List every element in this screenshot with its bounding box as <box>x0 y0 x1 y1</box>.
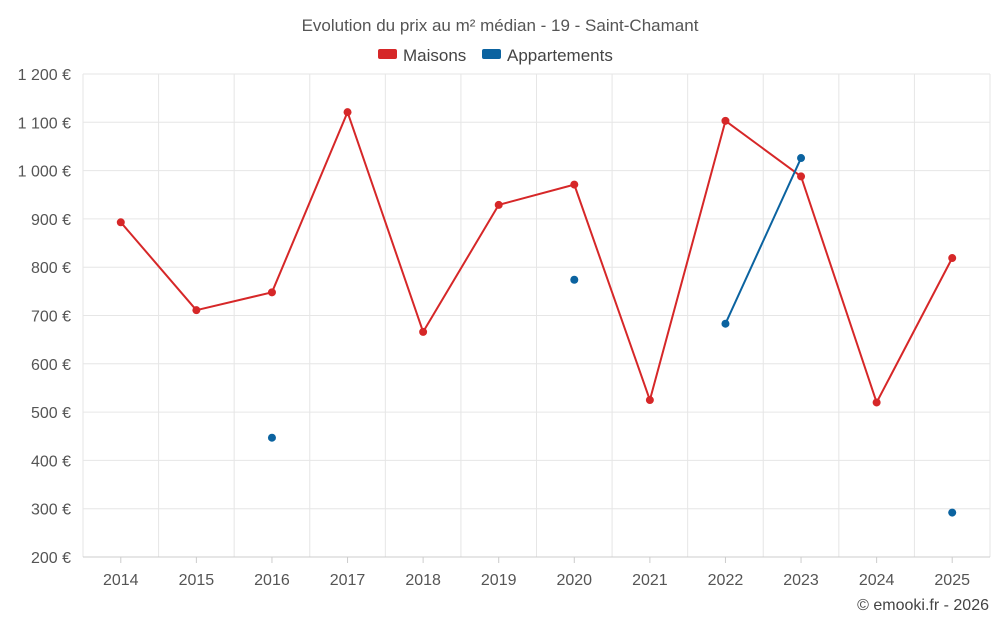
data-point-appartements-2022[interactable] <box>721 319 730 328</box>
data-point-maisons-2017[interactable] <box>343 108 352 117</box>
data-point-appartements-2023[interactable] <box>797 154 806 163</box>
data-point-maisons-2019[interactable] <box>494 200 503 209</box>
legend-swatch-maisons <box>378 49 397 59</box>
grid <box>82 73 991 558</box>
series-line-segment <box>800 175 878 404</box>
series-line-segment <box>270 111 349 294</box>
x-tick-label: 2023 <box>783 572 819 589</box>
axes: 200 € 300 € 400 € 500 € 600 € 700 € 800 € 900 €… <box>18 67 990 589</box>
chart-title: Evolution du prix au m² médian - 19 - Sa… <box>302 16 699 35</box>
legend-swatch-appartements <box>482 49 501 59</box>
data-point-maisons-2024[interactable] <box>872 398 881 407</box>
credit-text: © emooki.fr - 2026 <box>857 597 989 614</box>
legend-label-appartements: Appartements <box>507 46 613 65</box>
y-tick-label: 400 € <box>31 453 71 470</box>
data-point-maisons-2018[interactable] <box>419 327 428 336</box>
y-tick-label: 300 € <box>31 502 71 519</box>
data-point-maisons-2016[interactable] <box>267 288 276 297</box>
series-line-segment <box>422 203 500 333</box>
data-point-appartements-2020[interactable] <box>570 275 579 284</box>
data-point-maisons-2020[interactable] <box>570 180 579 189</box>
x-tick-label: 2025 <box>934 572 970 589</box>
series-line-segment <box>875 257 954 404</box>
x-tick-label: 2016 <box>254 572 290 589</box>
series-maisons <box>116 108 957 407</box>
series-line-segment <box>573 183 651 402</box>
x-tick-label: 2018 <box>405 572 441 589</box>
y-tick-label: 600 € <box>31 357 71 374</box>
series-line-segment <box>724 157 803 325</box>
data-point-maisons-2025[interactable] <box>948 254 957 263</box>
y-tick-label: 1 100 € <box>18 115 71 132</box>
y-tick-label: 200 € <box>31 550 71 567</box>
data-point-appartements-2025[interactable] <box>948 508 957 517</box>
x-tick-label: 2015 <box>179 572 215 589</box>
series-line-segment <box>648 119 727 402</box>
y-tick-label: 700 € <box>31 309 71 326</box>
series-line-segment <box>195 291 273 312</box>
x-tick-label: 2022 <box>708 572 744 589</box>
data-point-maisons-2014[interactable] <box>116 218 125 227</box>
x-tick-label: 2014 <box>103 572 139 589</box>
legend-item-maisons[interactable]: Maisons <box>378 46 466 65</box>
data-point-maisons-2015[interactable] <box>192 306 201 315</box>
legend: Maisons Appartements <box>378 46 613 65</box>
data-point-maisons-2023[interactable] <box>797 172 806 181</box>
series-line-segment <box>497 183 576 206</box>
y-tick-label: 800 € <box>31 260 71 277</box>
x-tick-label: 2021 <box>632 572 668 589</box>
series <box>116 108 957 517</box>
x-tick-label: 2019 <box>481 572 517 589</box>
legend-label-maisons: Maisons <box>403 46 466 65</box>
series-line-segment <box>346 111 425 333</box>
series-appartements <box>267 154 957 517</box>
series-line-segment <box>724 119 803 178</box>
legend-item-appartements[interactable]: Appartements <box>482 46 613 65</box>
series-line-segment <box>119 221 198 312</box>
data-point-maisons-2022[interactable] <box>721 116 730 125</box>
y-tick-label: 1 000 € <box>18 164 71 181</box>
x-tick-label: 2024 <box>859 572 895 589</box>
y-tick-label: 900 € <box>31 212 71 229</box>
x-tick-label: 2017 <box>330 572 366 589</box>
y-tick-label: 1 200 € <box>18 67 71 84</box>
data-point-maisons-2021[interactable] <box>645 396 654 405</box>
y-tick-label: 500 € <box>31 405 71 422</box>
x-tick-label: 2020 <box>556 572 592 589</box>
data-point-appartements-2016[interactable] <box>267 433 276 442</box>
